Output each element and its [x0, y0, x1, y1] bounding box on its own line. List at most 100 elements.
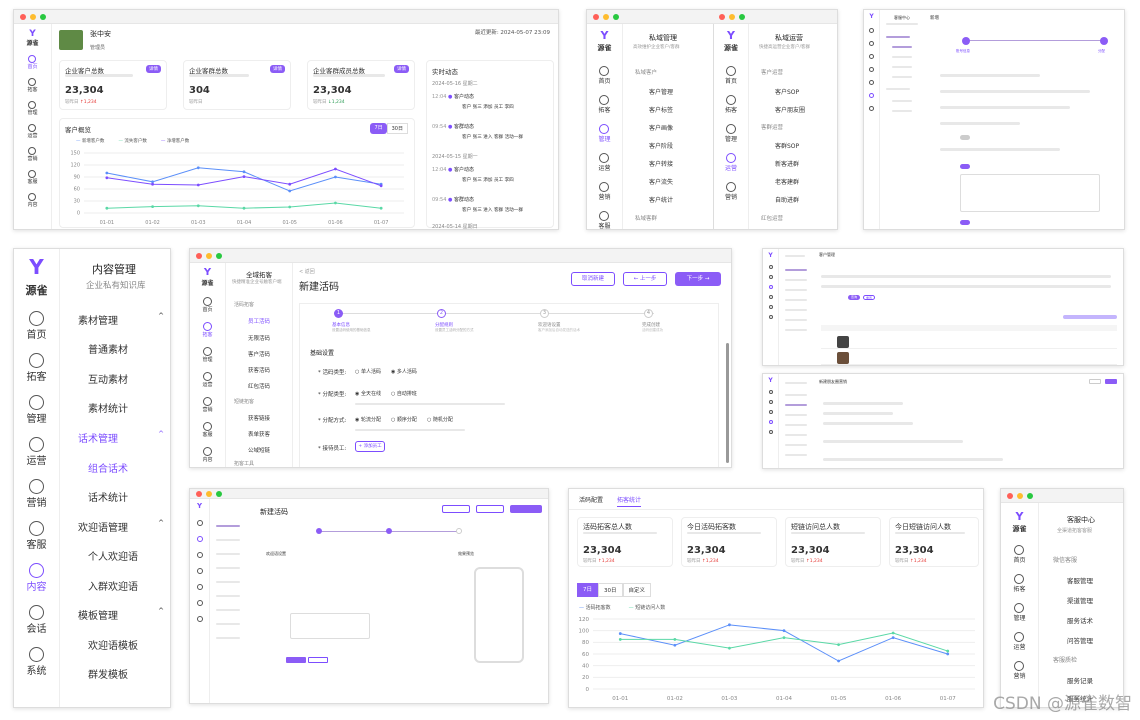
nav-expand[interactable]: 拓客: [202, 322, 213, 338]
submenu-group[interactable]: 素材管理 ^: [78, 312, 164, 327]
submenu-item[interactable]: [892, 100, 912, 102]
submenu-item[interactable]: [892, 56, 912, 58]
submenu-item[interactable]: [785, 454, 807, 456]
target-icon[interactable]: [768, 400, 773, 404]
submenu-item[interactable]: 获客链接: [248, 416, 271, 422]
details-button[interactable]: 详情: [146, 65, 161, 73]
submenu-item[interactable]: 客户活码: [248, 352, 271, 358]
nav-marketing[interactable]: 营销: [598, 182, 611, 201]
nav-ops[interactable]: 运营: [27, 437, 47, 467]
nav-service[interactable]: 客服: [27, 170, 38, 185]
submenu-item[interactable]: 表单获客: [248, 432, 271, 438]
nav-ops[interactable]: 运营: [27, 124, 38, 139]
nav-manage[interactable]: 管理: [202, 347, 213, 363]
nav-home[interactable]: 首页: [598, 66, 611, 85]
submenu-group[interactable]: 欢迎语管理 ^: [78, 519, 164, 534]
content-icon[interactable]: [869, 106, 874, 111]
nav-manage[interactable]: 管理: [725, 124, 737, 143]
submenu-item[interactable]: 互动素材: [88, 375, 128, 386]
submenu-group[interactable]: 模板管理 ^: [78, 607, 164, 622]
nav-content[interactable]: 内容: [27, 193, 38, 208]
submenu-group[interactable]: 客群运营: [761, 125, 784, 131]
submenu-item[interactable]: [216, 525, 240, 527]
submenu-item[interactable]: [785, 394, 807, 396]
submenu-item[interactable]: [892, 110, 912, 112]
layers-icon[interactable]: [196, 552, 203, 558]
submenu-item[interactable]: 素材统计: [88, 404, 128, 415]
nav-home[interactable]: 首页: [27, 55, 38, 70]
scrollbar[interactable]: [726, 343, 729, 463]
text-area[interactable]: [290, 613, 370, 639]
ops-icon[interactable]: [196, 568, 203, 574]
nav-manage[interactable]: 管理: [598, 124, 611, 143]
tag-button[interactable]: [308, 657, 328, 663]
submenu-item[interactable]: [216, 637, 240, 639]
submenu-item[interactable]: [216, 553, 240, 555]
home-icon[interactable]: [768, 390, 773, 394]
submenu-group[interactable]: 拓客工具: [234, 461, 255, 467]
tab-custom[interactable]: 自定义: [622, 583, 652, 597]
submenu-item[interactable]: 入群欢迎语: [88, 582, 138, 593]
tab-7d[interactable]: 7日: [577, 583, 598, 597]
marketing-icon[interactable]: [768, 430, 773, 434]
radio-option[interactable]: ◉ 轮流分配: [355, 417, 381, 423]
radio-option[interactable]: ◉ 多人活码: [390, 369, 417, 375]
text-area[interactable]: [960, 174, 1100, 212]
tab-config[interactable]: 活码配置: [579, 497, 604, 504]
submenu-item-active[interactable]: 组合话术: [88, 464, 128, 475]
nav-content[interactable]: 内容: [202, 447, 213, 463]
tab-7d[interactable]: 7日: [370, 123, 387, 134]
nav-service[interactable]: 客服: [27, 521, 47, 551]
tab-30d[interactable]: 30日: [598, 583, 623, 597]
marketing-icon[interactable]: [196, 584, 203, 590]
nav-service[interactable]: 客服: [598, 211, 611, 229]
toggle-switch[interactable]: [960, 164, 970, 169]
submenu-item[interactable]: [216, 623, 240, 625]
submenu-item[interactable]: 话术统计: [88, 493, 128, 504]
nav-ops[interactable]: 运营: [202, 372, 213, 388]
submenu-item[interactable]: 自助进群: [775, 197, 800, 204]
submenu-item[interactable]: [785, 404, 807, 406]
submenu-group[interactable]: 客服质检: [1053, 657, 1078, 664]
prev-button[interactable]: ← 上一步: [623, 272, 667, 286]
submenu-item[interactable]: 服务统计: [1067, 695, 1093, 703]
radio-option[interactable]: ○ 自动排班: [390, 391, 417, 397]
submenu-group[interactable]: 活码拓客: [234, 302, 255, 308]
details-button[interactable]: 详情: [394, 65, 409, 73]
nav-service[interactable]: 客服: [202, 422, 213, 438]
submenu-item[interactable]: 客户统计: [649, 197, 674, 204]
marketing-icon[interactable]: [869, 80, 874, 85]
nav-expand[interactable]: 拓客: [1013, 574, 1026, 593]
prev-button[interactable]: [476, 505, 504, 513]
submenu-item[interactable]: 客户标签: [649, 107, 674, 114]
submenu-item[interactable]: [785, 414, 807, 416]
search-button[interactable]: 查询: [848, 295, 860, 300]
submenu-group[interactable]: 话术管理 ^: [78, 430, 164, 445]
submenu-item[interactable]: [785, 299, 807, 301]
ops-icon[interactable]: [869, 67, 874, 72]
table-row[interactable]: [821, 335, 1117, 349]
submenu-item[interactable]: [216, 581, 240, 583]
toggle-switch[interactable]: [960, 220, 970, 225]
submenu-group[interactable]: 短链拓客: [234, 399, 255, 405]
radio-option[interactable]: ○ 顺序分配: [390, 417, 417, 423]
ops-icon[interactable]: [768, 420, 773, 424]
nav-manage[interactable]: 管理: [27, 395, 47, 425]
layers-icon[interactable]: [869, 54, 874, 59]
submenu-item[interactable]: [216, 539, 240, 541]
nav-manage[interactable]: 管理: [27, 101, 38, 116]
cancel-button[interactable]: [442, 505, 470, 513]
nav-marketing[interactable]: 营销: [27, 147, 38, 162]
submenu-item[interactable]: 客群SOP: [775, 143, 800, 150]
nav-ops[interactable]: 运营: [725, 153, 737, 172]
submenu-item[interactable]: 客户流失: [649, 179, 674, 186]
nav-marketing[interactable]: 营销: [725, 182, 737, 201]
layers-icon[interactable]: [768, 410, 773, 414]
submenu-item[interactable]: [785, 329, 807, 331]
submenu-item[interactable]: 客户转接: [649, 161, 674, 168]
submit-button[interactable]: [1105, 379, 1117, 384]
submenu-item[interactable]: 客户阶段: [649, 143, 674, 150]
next-button[interactable]: 下一步 →: [675, 272, 721, 286]
home-icon[interactable]: [869, 28, 874, 33]
avatar[interactable]: [59, 30, 83, 50]
